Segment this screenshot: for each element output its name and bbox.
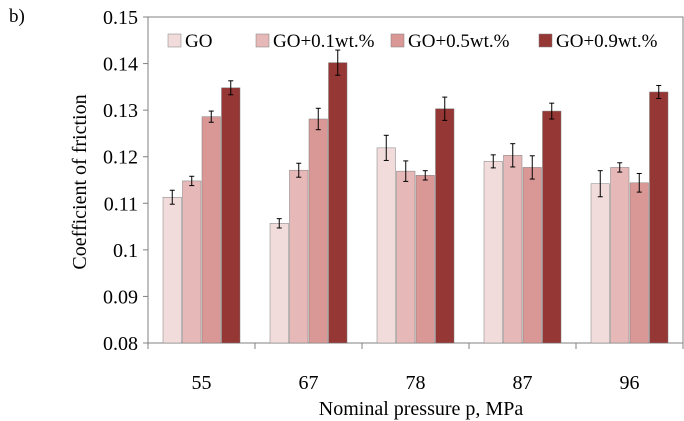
legend: GO GO+0.1wt.% GO+0.5wt.% GO+0.9wt.%: [167, 31, 658, 52]
y-tick-label: 0.08: [103, 333, 138, 355]
bar: [435, 108, 455, 344]
legend-label: GO+0.5wt.%: [408, 31, 510, 52]
x-tick-label: 67: [299, 372, 319, 394]
legend-swatch: [255, 33, 270, 48]
bar: [590, 183, 610, 344]
bar: [396, 170, 416, 344]
legend-swatch: [538, 33, 553, 48]
bar: [182, 180, 202, 344]
legend-label: GO+0.9wt.%: [556, 31, 658, 52]
bar: [610, 167, 630, 344]
plot-frame: [147, 16, 684, 344]
y-tick-label: 0.15: [103, 7, 138, 29]
legend-swatch: [167, 33, 182, 48]
y-tick-label: 0.12: [103, 147, 138, 169]
bar: [269, 223, 289, 344]
panel-label: b): [9, 6, 25, 27]
legend-swatch: [390, 33, 405, 48]
x-tick-label: 55: [192, 372, 212, 394]
bar: [649, 91, 669, 344]
bar: [415, 175, 435, 344]
bar: [542, 110, 562, 344]
bar: [483, 161, 503, 344]
bar: [522, 167, 542, 344]
x-axis-label: Nominal pressure p, MPa: [319, 398, 524, 420]
legend-label: GO: [185, 31, 212, 52]
bar: [221, 87, 241, 344]
y-tick-label: 0.14: [103, 54, 138, 76]
bar: [376, 147, 396, 344]
y-tick-label: 0.1: [113, 240, 138, 262]
x-tick-label: 87: [513, 372, 533, 394]
y-tick-label: 0.13: [103, 100, 138, 122]
bar: [308, 118, 328, 344]
bar: [629, 182, 649, 344]
y-tick-label: 0.09: [103, 286, 138, 308]
legend-label: GO+0.1wt.%: [273, 31, 375, 52]
x-tick-label: 78: [406, 372, 426, 394]
bar: [162, 196, 182, 344]
y-axis-label: Coefficient of friction: [69, 94, 91, 269]
y-tick-label: 0.11: [104, 193, 138, 215]
x-tick-label: 96: [620, 372, 640, 394]
bar: [289, 169, 309, 344]
bars: [162, 49, 669, 344]
bar: [201, 116, 221, 344]
bar: [503, 155, 523, 344]
axes: 0.08 0.09 0.1 0.11 0.12 0.13 0.14 0.15 55 67 78 87 9…: [103, 7, 684, 394]
bar: [328, 62, 348, 344]
